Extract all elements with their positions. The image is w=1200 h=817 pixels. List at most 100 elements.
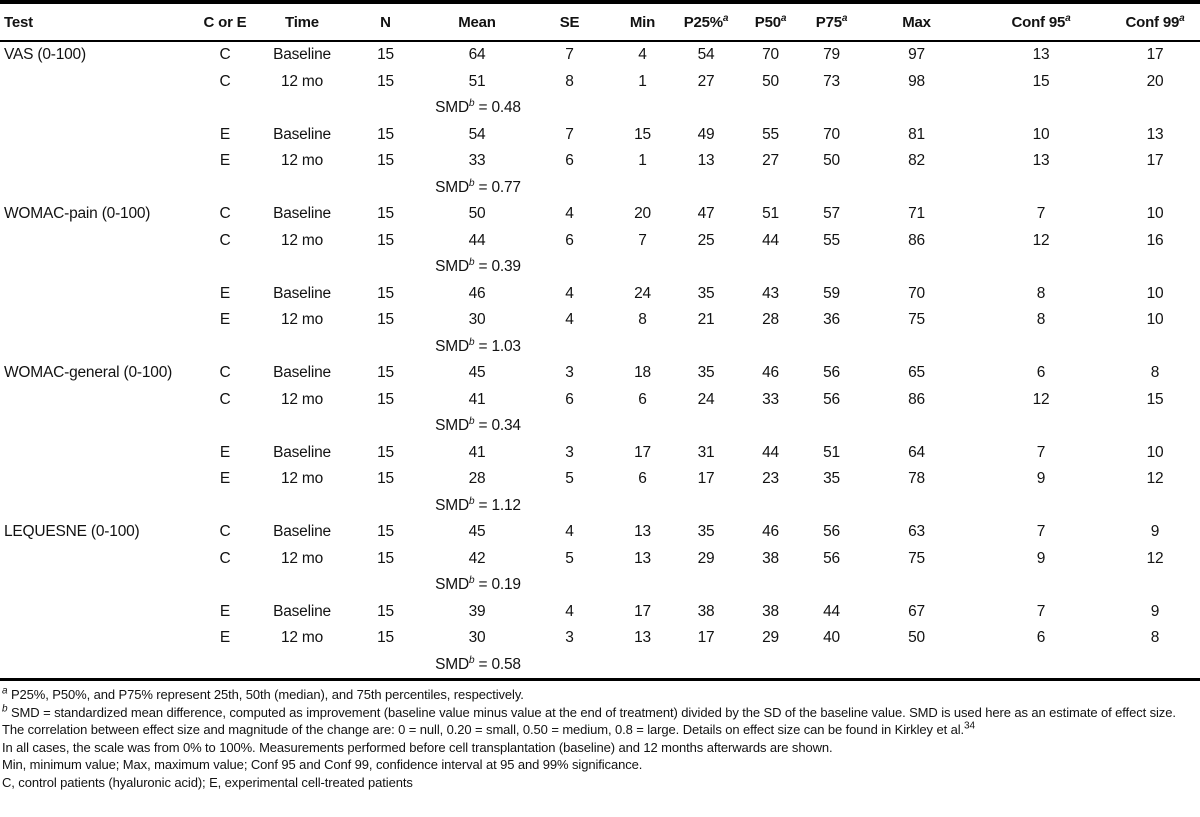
value-cell: 81 <box>908 125 925 143</box>
empty-cell <box>972 652 1110 680</box>
test-cell <box>0 122 190 149</box>
empty-cell <box>1110 572 1200 599</box>
header-row: Test C or E Time N Mean SE Min P25%a P50… <box>0 2 1200 42</box>
value-cell: 9 <box>1036 470 1046 488</box>
table-row: C 12 mo 15 51 8 1 27 50 73 98 15 20 <box>0 69 1200 96</box>
smd-value: = 0.39 <box>474 258 521 276</box>
value-cell: 45 <box>468 364 486 382</box>
smd-cell: SMDb = 1.12 <box>344 493 612 520</box>
empty-cell <box>612 413 673 440</box>
test-cell <box>0 228 190 255</box>
empty-cell <box>612 572 673 599</box>
value-cell: 15 <box>377 72 394 90</box>
group-cell: E <box>219 311 231 329</box>
value-cell: 35 <box>823 470 840 488</box>
value-cell: 5 <box>565 470 574 488</box>
test-cell <box>0 652 190 680</box>
time-cell: Baseline <box>273 443 331 461</box>
footnote-marker-b: b <box>469 495 475 507</box>
value-cell: 27 <box>697 72 715 90</box>
smd-label: SMD <box>435 655 470 673</box>
empty-cell <box>190 572 260 599</box>
empty-cell <box>190 493 260 520</box>
footnote-marker-a: a <box>722 12 729 24</box>
value-cell: 4 <box>565 284 574 302</box>
empty-cell <box>739 95 802 122</box>
value-cell: 78 <box>908 470 925 488</box>
value-cell: 54 <box>468 125 486 143</box>
time-cell: 12 mo <box>280 311 324 329</box>
value-cell: 70 <box>823 125 840 143</box>
col-header-label: Conf 99 <box>1125 13 1180 31</box>
smd-cell: SMDb = 0.77 <box>344 175 612 202</box>
value-cell: 8 <box>1150 629 1160 647</box>
smd-value: = 0.77 <box>474 178 521 196</box>
value-cell: 8 <box>1150 364 1160 382</box>
col-header-conf99: Conf 99a <box>1110 2 1200 42</box>
value-cell: 73 <box>823 72 840 90</box>
footnote-b-text: SMD = standardized mean difference, comp… <box>2 704 1176 738</box>
value-cell: 86 <box>908 390 925 408</box>
smd-value: = 0.19 <box>474 576 521 594</box>
value-cell: 6 <box>638 390 647 408</box>
value-cell: 17 <box>634 602 651 620</box>
value-cell: 7 <box>1036 443 1046 461</box>
empty-cell <box>260 334 344 361</box>
value-cell: 75 <box>908 311 925 329</box>
test-cell <box>0 334 190 361</box>
group-cell: E <box>219 443 231 461</box>
value-cell: 30 <box>468 311 486 329</box>
col-header-p75: P75a <box>802 2 861 42</box>
value-cell: 3 <box>565 364 574 382</box>
col-header-label: P25% <box>683 13 723 31</box>
empty-cell <box>612 493 673 520</box>
value-cell: 20 <box>1146 72 1164 90</box>
value-cell: 15 <box>1146 390 1164 408</box>
value-cell: 42 <box>468 549 486 567</box>
value-cell: 33 <box>468 152 486 170</box>
empty-cell <box>972 175 1110 202</box>
value-cell: 50 <box>908 629 925 647</box>
col-header-label: C or E <box>203 13 247 31</box>
value-cell: 13 <box>634 629 651 647</box>
value-cell: 7 <box>565 46 574 64</box>
group-cell: C <box>219 205 231 223</box>
test-cell: WOMAC-general (0-100) <box>4 364 173 382</box>
table-row: E Baseline 15 46 4 24 35 43 59 70 8 10 <box>0 281 1200 308</box>
value-cell: 54 <box>697 46 715 64</box>
value-cell: 7 <box>1036 602 1046 620</box>
value-cell: 46 <box>762 364 779 382</box>
test-cell <box>0 281 190 308</box>
value-cell: 64 <box>908 443 925 461</box>
empty-cell <box>861 175 972 202</box>
table-header: Test C or E Time N Mean SE Min P25%a P50… <box>0 2 1200 42</box>
group-cell: C <box>219 390 231 408</box>
smd-value: = 0.48 <box>474 99 521 117</box>
test-cell <box>0 466 190 493</box>
empty-cell <box>802 95 861 122</box>
smd-row: SMDb = 0.58 <box>0 652 1200 680</box>
col-header-c-or-e: C or E <box>190 2 260 42</box>
empty-cell <box>861 95 972 122</box>
table-row: C 12 mo 15 42 5 13 29 38 56 75 9 12 <box>0 546 1200 573</box>
footnote-a-text: P25%, P50%, and P75% represent 25th, 50t… <box>7 687 524 702</box>
empty-cell <box>260 493 344 520</box>
empty-cell <box>1110 652 1200 680</box>
value-cell: 46 <box>468 284 486 302</box>
empty-cell <box>861 572 972 599</box>
value-cell: 6 <box>565 390 574 408</box>
table-row: E 12 mo 15 30 4 8 21 28 36 75 8 10 <box>0 307 1200 334</box>
value-cell: 8 <box>1036 311 1046 329</box>
col-header-label: N <box>380 13 391 31</box>
value-cell: 24 <box>697 390 715 408</box>
group-cell: C <box>219 46 231 64</box>
test-cell <box>0 175 190 202</box>
empty-cell <box>190 334 260 361</box>
value-cell: 56 <box>823 549 840 567</box>
empty-cell <box>972 254 1110 281</box>
smd-cell: SMDb = 0.34 <box>344 413 612 440</box>
value-cell: 8 <box>565 72 574 90</box>
empty-cell <box>190 175 260 202</box>
footnote-b: b SMD = standardized mean difference, co… <box>2 704 1198 739</box>
